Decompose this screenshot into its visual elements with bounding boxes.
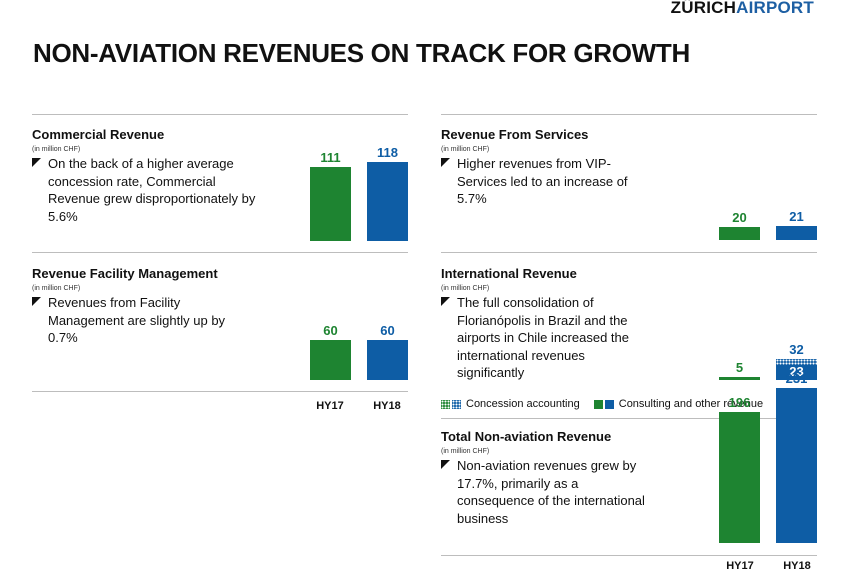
panel-heading: Commercial Revenue (32, 127, 165, 142)
panel-text: Non-aviation revenues grew by 17.7%, pri… (441, 457, 657, 527)
panel-heading: Revenue Facility Management (32, 266, 218, 281)
bullet-icon (441, 460, 450, 469)
data-label: 5 (735, 359, 744, 375)
bar-hy18 (367, 339, 408, 380)
bar-concession-hy18 (776, 358, 817, 365)
legend-label-consulting: Consulting and other revenue (618, 398, 764, 410)
legend-swatch-concession-hy17 (441, 399, 450, 409)
unit-label: (in million CHF) (441, 146, 490, 153)
unit-label: (in million CHF) (441, 285, 490, 292)
data-label: 231 (785, 371, 808, 387)
divider (441, 114, 817, 115)
page-title: NON-AVIATION REVENUES ON TRACK FOR GROWT… (33, 38, 690, 68)
zurich-airport-logo: ZÜRICHAIRPORT (670, 0, 814, 17)
divider (441, 555, 817, 556)
data-label: 60 (323, 322, 338, 338)
x-axis-label-hy18: HY18 (783, 560, 811, 572)
bar-hy17 (719, 376, 760, 380)
data-label: 32 (789, 341, 804, 357)
panel-text: The full consolidation of Florianópolis … (441, 294, 647, 382)
legend-swatch-consulting-hy17 (593, 399, 603, 409)
bullet-icon (441, 297, 450, 306)
panel-text: Revenues from Facility Management are sl… (32, 294, 253, 347)
x-axis-label-hy17: HY17 (316, 400, 344, 412)
divider (32, 391, 408, 392)
unit-label: (in million CHF) (32, 146, 81, 153)
data-label: 20 (732, 209, 747, 225)
data-label: 111 (320, 149, 341, 165)
bar-hy17 (719, 226, 760, 240)
panel-heading: International Revenue (441, 266, 577, 281)
legend-swatch-concession-hy18 (452, 399, 461, 409)
data-label: 118 (377, 144, 398, 160)
divider (441, 252, 817, 253)
legend: Concession accounting Consulting and oth… (441, 398, 763, 410)
data-label: 196 (728, 394, 751, 410)
panel-heading: Revenue From Services (441, 127, 589, 142)
divider (441, 418, 817, 419)
data-label: 21 (789, 208, 804, 224)
data-label: 60 (380, 322, 395, 338)
bar-hy18 (776, 364, 817, 380)
x-axis-label-hy18: HY18 (373, 400, 401, 412)
unit-label: (in million CHF) (441, 448, 490, 455)
bar-inner-label: 23 (789, 364, 804, 380)
unit-label: (in million CHF) (32, 285, 81, 292)
bar-hy17 (310, 166, 351, 241)
legend-label-concession: Concession accounting (466, 398, 580, 410)
bar-hy17 (719, 411, 760, 543)
bullet-icon (441, 158, 450, 167)
panel-heading: Total Non-aviation Revenue (441, 429, 612, 444)
divider (32, 252, 408, 253)
legend-swatch-consulting-hy18 (604, 399, 614, 409)
bullet-icon (32, 158, 41, 167)
bar-hy18 (776, 388, 817, 543)
bar-hy17 (310, 339, 351, 380)
bullet-icon (32, 297, 41, 306)
x-axis-label-hy17: HY17 (726, 560, 754, 572)
panel-text: On the back of a higher average concessi… (32, 155, 263, 225)
bar-hy18 (776, 225, 817, 240)
panel-text: Higher revenues from VIP-Services led to… (441, 155, 642, 208)
divider (32, 114, 408, 115)
bar-hy18 (367, 161, 408, 241)
